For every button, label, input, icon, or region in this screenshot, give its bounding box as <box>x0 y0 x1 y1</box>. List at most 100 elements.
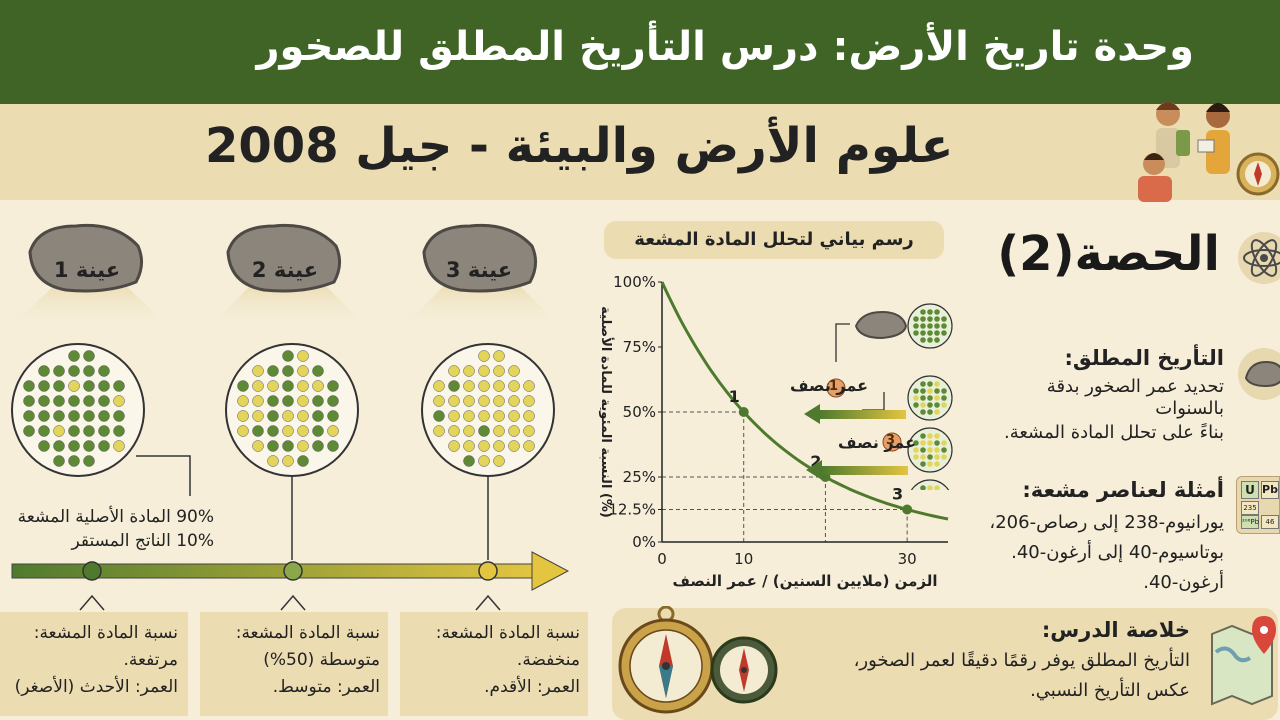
sample-dot <box>327 410 339 422</box>
sample-dot <box>493 380 505 392</box>
sample-dot <box>508 380 520 392</box>
sample-dot <box>493 455 505 467</box>
sample-dot <box>327 425 339 437</box>
sample-dot <box>433 380 445 392</box>
annotation-2-text: عمر نصف <box>838 433 917 452</box>
sample-dot <box>478 365 490 377</box>
sample-dot <box>98 425 110 437</box>
sample-dot <box>463 410 475 422</box>
sample-dot <box>98 395 110 407</box>
chart-annotations <box>804 303 953 490</box>
sample-dot <box>98 380 110 392</box>
map-icon <box>1211 616 1276 706</box>
mini-dot <box>927 409 933 415</box>
periodic-cell-3: 235 <box>1241 501 1259 515</box>
sample-dot <box>252 440 264 452</box>
periodic-cell-pb: Pb <box>1261 481 1279 499</box>
mini-dot <box>934 440 940 446</box>
sample-dot <box>493 440 505 452</box>
sample-dot <box>252 395 264 407</box>
sample-dot <box>478 440 490 452</box>
mini-dot <box>913 388 919 394</box>
sample-dot <box>282 380 294 392</box>
mini-dot <box>941 330 947 336</box>
summary-title: خلاصة الدرس: <box>1041 618 1190 642</box>
sample-dot <box>252 410 264 422</box>
sample-dot <box>312 365 324 377</box>
mini-dot <box>934 395 940 401</box>
mini-dot <box>934 433 940 439</box>
sample-3-circle <box>421 343 555 477</box>
sample-dot <box>523 440 535 452</box>
mini-dot <box>934 316 940 322</box>
mini-dot <box>927 433 933 439</box>
sample-dot <box>523 395 535 407</box>
compass-icons <box>618 606 778 714</box>
mini-dot <box>934 409 940 415</box>
mini-dot <box>941 454 947 460</box>
mini-dot <box>913 447 919 453</box>
sample-dot <box>312 440 324 452</box>
examples-line-2: بوتاسيوم-40 إلى أرغون-40. <box>1011 542 1224 563</box>
rock-3-shape <box>422 223 537 293</box>
sample-dot <box>478 350 490 362</box>
point-marker-label: 2 <box>810 452 821 471</box>
x-axis-label: الزمن (ملايين السنين) / عمر النصف <box>672 572 937 590</box>
mini-dot <box>927 454 933 460</box>
mini-dot <box>920 485 926 490</box>
mini-dot <box>941 395 947 401</box>
sample-1-desc-2: مرتفعة. <box>123 650 178 670</box>
sample-dot <box>38 440 50 452</box>
sample-dot <box>312 425 324 437</box>
annotation-1-text: عمر نصف <box>790 376 869 395</box>
sample-dot <box>267 395 279 407</box>
sample-dot <box>282 425 294 437</box>
sample-1-circle <box>11 343 145 477</box>
sample-dot <box>83 350 95 362</box>
mini-dot <box>913 454 919 460</box>
sample-dot <box>53 425 65 437</box>
mini-dot <box>934 309 940 315</box>
chart-guides <box>662 411 908 542</box>
sample-dot <box>463 440 475 452</box>
mini-dot <box>927 402 933 408</box>
sample-dot <box>282 440 294 452</box>
timeline-node-2 <box>283 561 303 581</box>
sample-dot <box>83 380 95 392</box>
x-tick-label: 30 <box>898 550 917 568</box>
summary-line-1: التأريخ المطلق يوفر رقمًا دقيقًا لعمر ال… <box>853 650 1190 671</box>
sample-dot <box>297 395 309 407</box>
sample-dot <box>478 455 490 467</box>
sample-1-label: عينة 1 <box>53 258 121 282</box>
sample-dot <box>267 410 279 422</box>
sample-dot <box>448 395 460 407</box>
sample-dot <box>463 455 475 467</box>
sample-dot <box>463 365 475 377</box>
y-axis-label: النسبة المئوية للمادة الأصلية (%) <box>598 306 615 518</box>
mini-dot <box>927 323 933 329</box>
mini-dot <box>920 447 926 453</box>
mini-dot <box>920 316 926 322</box>
data-point <box>902 504 913 515</box>
mini-dot <box>941 388 947 394</box>
header-bar: وحدة تاريخ الأرض: درس التأريخ المطلق للص… <box>0 0 1280 104</box>
lesson-label: الحصة(2) <box>997 226 1220 282</box>
sample-3-box <box>400 612 588 716</box>
mini-dot <box>913 402 919 408</box>
sample-dot <box>267 380 279 392</box>
sample-dot <box>98 410 110 422</box>
subtitle: علوم الأرض والبيئة - جيل 2008 <box>205 118 954 174</box>
sample-dot <box>463 380 475 392</box>
periodic-cell-u: U <box>1241 481 1259 499</box>
y-tick-label: 12.5% <box>608 501 656 519</box>
sample-dot <box>68 350 80 362</box>
sample-dot <box>83 365 95 377</box>
sample-dot <box>282 455 294 467</box>
examples-line-3: أرغون-40. <box>1143 572 1224 593</box>
sample-dot <box>508 425 520 437</box>
sample-dot <box>53 365 65 377</box>
sample-dot <box>98 440 110 452</box>
mini-dot <box>941 316 947 322</box>
mini-dot <box>941 402 947 408</box>
data-point <box>738 407 749 417</box>
